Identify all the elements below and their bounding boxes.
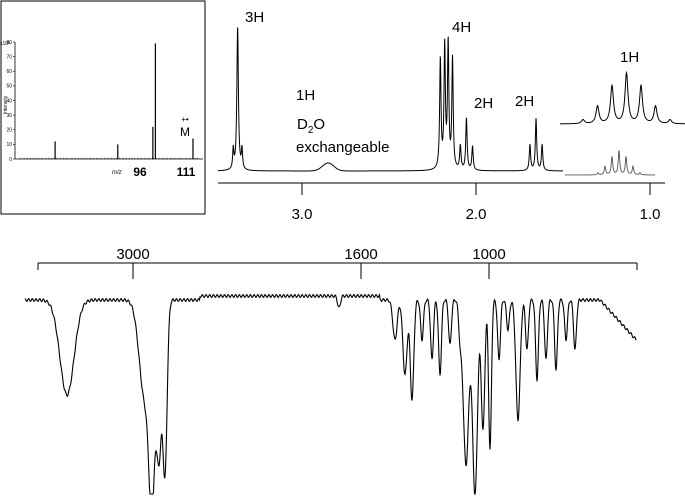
ir-x-tick-label: 3000 (116, 246, 149, 263)
nmr-septet-trace (565, 150, 656, 176)
ms-y-tick-label: 40 (6, 98, 12, 104)
nmr-trace (217, 26, 563, 172)
ms-y-tick-label: 70 (6, 54, 12, 60)
nmr-x-tick-label: 3.0 (292, 206, 313, 223)
ir-trace (24, 293, 637, 495)
nmr-x-tick-label: 1.0 (640, 206, 661, 223)
nmr-label-4H: 4H (452, 19, 471, 36)
ms-y-tick-label: 0 (9, 157, 12, 163)
ms-peaks (19, 43, 198, 159)
ms-peak-label-111: 111 (177, 165, 196, 179)
nmr-label-exchangeable: exchangeable (296, 139, 389, 156)
ms-axes: 0 10 20 30 40 50 60 70 80 (6, 40, 203, 163)
ms-yscale-note: x10³ (0, 41, 10, 47)
nmr-spectrum-trace (217, 26, 563, 172)
nmr-inset-septet-trace (560, 70, 685, 125)
ir-x-tick-label: 1600 (344, 246, 377, 263)
nmr-label-2H-a: 2H (474, 95, 493, 112)
nmr-panel: 3.0 2.0 1.0 3H 1H D2O exchangeable 4H 2H 2… (217, 9, 685, 223)
ms-frame (0, 0, 206, 215)
ms-molecular-ion-label: M (180, 125, 190, 139)
ir-ticks: 3000 1600 1000 (37, 246, 638, 279)
nmr-label-d2o: D2O (297, 116, 325, 136)
ms-peak-label-96: 96 (133, 165, 147, 179)
ms-y-tick-label: 50 (6, 84, 12, 90)
ms-y-tick-label: 80 (6, 40, 12, 46)
nmr-label-1H-ch: 1H (620, 49, 639, 66)
ms-xlabel: m/z (112, 170, 122, 176)
nmr-label-1H-oh: 1H (296, 87, 315, 104)
ms-y-tick-label: 10 (6, 142, 12, 148)
nmr-ticks: 3.0 2.0 1.0 (292, 183, 661, 223)
ir-spectrum-trace (24, 293, 637, 495)
ms-y-tick-label: 60 (6, 69, 12, 75)
ms-y-tick-label: 30 (6, 113, 12, 119)
nmr-x-tick-label: 2.0 (466, 206, 487, 223)
ir-panel: 3000 1600 1000 (24, 246, 638, 495)
ms-y-tick-label: 20 (6, 128, 12, 134)
nmr-label-3H: 3H (245, 9, 264, 26)
ir-x-tick-label: 1000 (472, 246, 505, 263)
ms-radical-cation-symbol: +• (181, 115, 189, 124)
ms-ylabel: Intensity (3, 95, 9, 114)
ms-noise (19, 157, 198, 159)
nmr-inset-expansion (560, 70, 685, 176)
nmr-label-2H-b: 2H (515, 93, 534, 110)
